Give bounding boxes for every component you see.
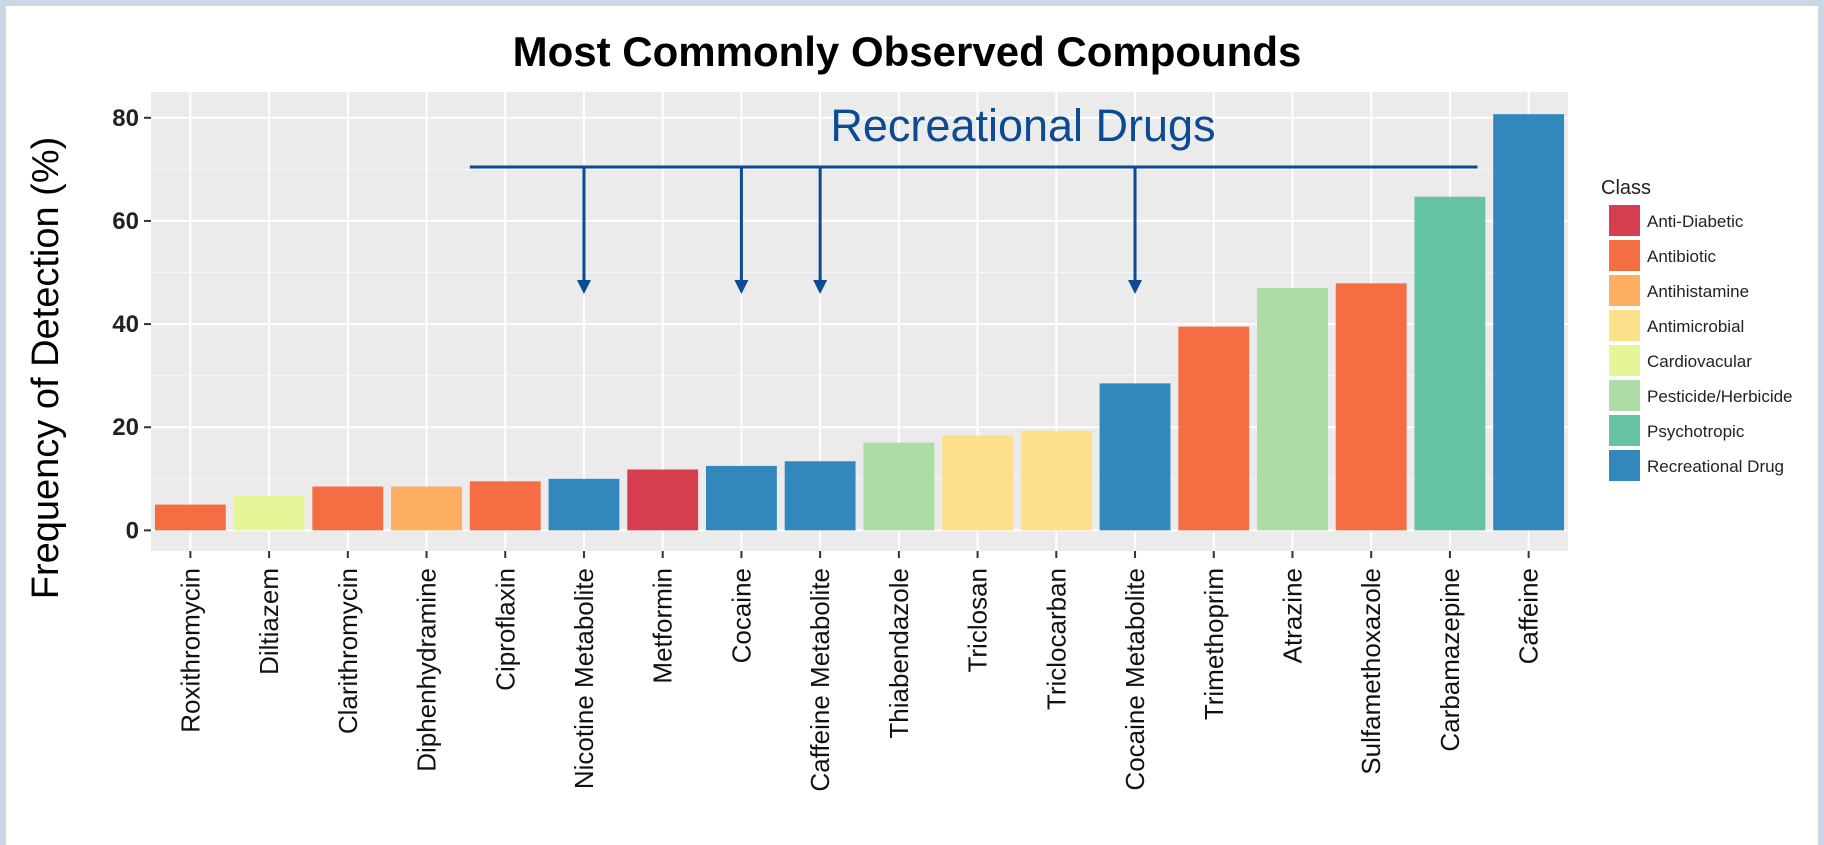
bar-caffeine [1493, 114, 1565, 531]
legend-title: Class [1601, 177, 1651, 199]
bar-triclosan [942, 435, 1014, 531]
x-tick-label: Clarithromycin [333, 568, 363, 734]
bar-sulfamethoxazole [1335, 283, 1407, 531]
legend-label: Anti-Diabetic [1647, 212, 1744, 231]
x-tick-label: Roxithromycin [175, 568, 205, 733]
legend-label: Psychotropic [1647, 422, 1745, 441]
legend-swatch [1609, 345, 1640, 376]
y-tick-label: 80 [112, 105, 139, 132]
legend-label: Antihistamine [1647, 282, 1749, 301]
x-tick-label: Metformin [648, 568, 678, 684]
x-tick-label: Diphenhydramine [412, 568, 442, 772]
annotation-arrowhead [734, 280, 749, 294]
x-tick-label: Thiabendazole [884, 568, 914, 739]
x-tick-label: Trimethoprim [1199, 568, 1229, 720]
bars [154, 114, 1565, 531]
y-tick-label: 40 [112, 311, 139, 338]
legend-swatch [1609, 275, 1640, 306]
bar-thiabendazole [863, 442, 935, 531]
y-axis-title: Frequency of Detection (%) [25, 137, 67, 600]
x-tick-label: Cocaine [726, 568, 756, 663]
chart-title: Most Commonly Observed Compounds [513, 28, 1302, 75]
x-tick-label: Cocaine Metabolite [1120, 568, 1150, 791]
legend-swatch [1609, 450, 1640, 481]
y-tick-label: 0 [126, 517, 139, 544]
x-tick-label: Triclocarban [1041, 568, 1071, 710]
annotation-arrowhead [576, 280, 591, 294]
annotation-arrowhead [813, 280, 828, 294]
bar-carbamazepine [1414, 196, 1486, 531]
bar-atrazine [1257, 287, 1328, 531]
bar-ciproflaxin [469, 481, 541, 531]
legend-label: Recreational Drug [1647, 457, 1784, 476]
figure-frame: 0 20 40 60 80 Roxithromycin Diltiazem Clarithro… [6, 6, 1818, 845]
bar-cocaine [705, 465, 777, 531]
bar-caffeine-metabolite [784, 461, 856, 531]
x-tick-label: Caffeine [1514, 568, 1544, 664]
recreational-drugs-annotation: Recreational Drugs [469, 100, 1478, 294]
bar-roxithromycin [154, 504, 226, 531]
x-tick-label: Ciproflaxin [490, 568, 520, 691]
bar-chart: 0 20 40 60 80 Roxithromycin Diltiazem Clarithro… [25, 28, 1793, 792]
legend-swatch [1609, 240, 1640, 271]
x-tick-label: Triclosan [963, 568, 993, 673]
legend-swatch [1609, 205, 1640, 236]
x-tick-label: Caffeine Metabolite [805, 568, 835, 792]
y-tick-label: 20 [112, 414, 139, 441]
legend-label: Antimicrobial [1647, 317, 1744, 336]
bar-diphenhydramine [391, 486, 462, 531]
bar-metformin [627, 469, 699, 531]
annotation-arrowhead [1128, 280, 1143, 294]
bar-triclocarban [1020, 430, 1092, 531]
y-tick-label: 60 [112, 208, 139, 235]
bar-trimethoprim [1178, 326, 1250, 531]
x-tick-label: Atrazine [1277, 568, 1307, 663]
legend-label: Cardiovacular [1647, 352, 1752, 371]
bar-cocaine-metabolite [1099, 383, 1171, 531]
legend-swatch [1609, 310, 1640, 341]
x-tick-label: Nicotine Metabolite [569, 568, 599, 789]
legend: Class Anti-Diabetic Antibiotic Antihistami… [1601, 177, 1793, 481]
annotation-label: Recreational Drugs [830, 100, 1215, 151]
bar-diltiazem [233, 495, 305, 531]
bar-clarithromycin [312, 486, 384, 531]
legend-label: Pesticide/Herbicide [1647, 387, 1793, 406]
bar-nicotine-metabolite [548, 478, 620, 531]
x-tick-label: Diltiazem [254, 568, 284, 675]
axes: 0 20 40 60 80 Roxithromycin Diltiazem Clarithro… [112, 105, 1543, 792]
legend-swatch [1609, 380, 1640, 411]
x-tick-label: Sulfamethoxazole [1356, 568, 1386, 775]
x-tick-label: Carbamazepine [1435, 568, 1465, 752]
legend-label: Antibiotic [1647, 247, 1716, 266]
legend-swatch [1609, 415, 1640, 446]
